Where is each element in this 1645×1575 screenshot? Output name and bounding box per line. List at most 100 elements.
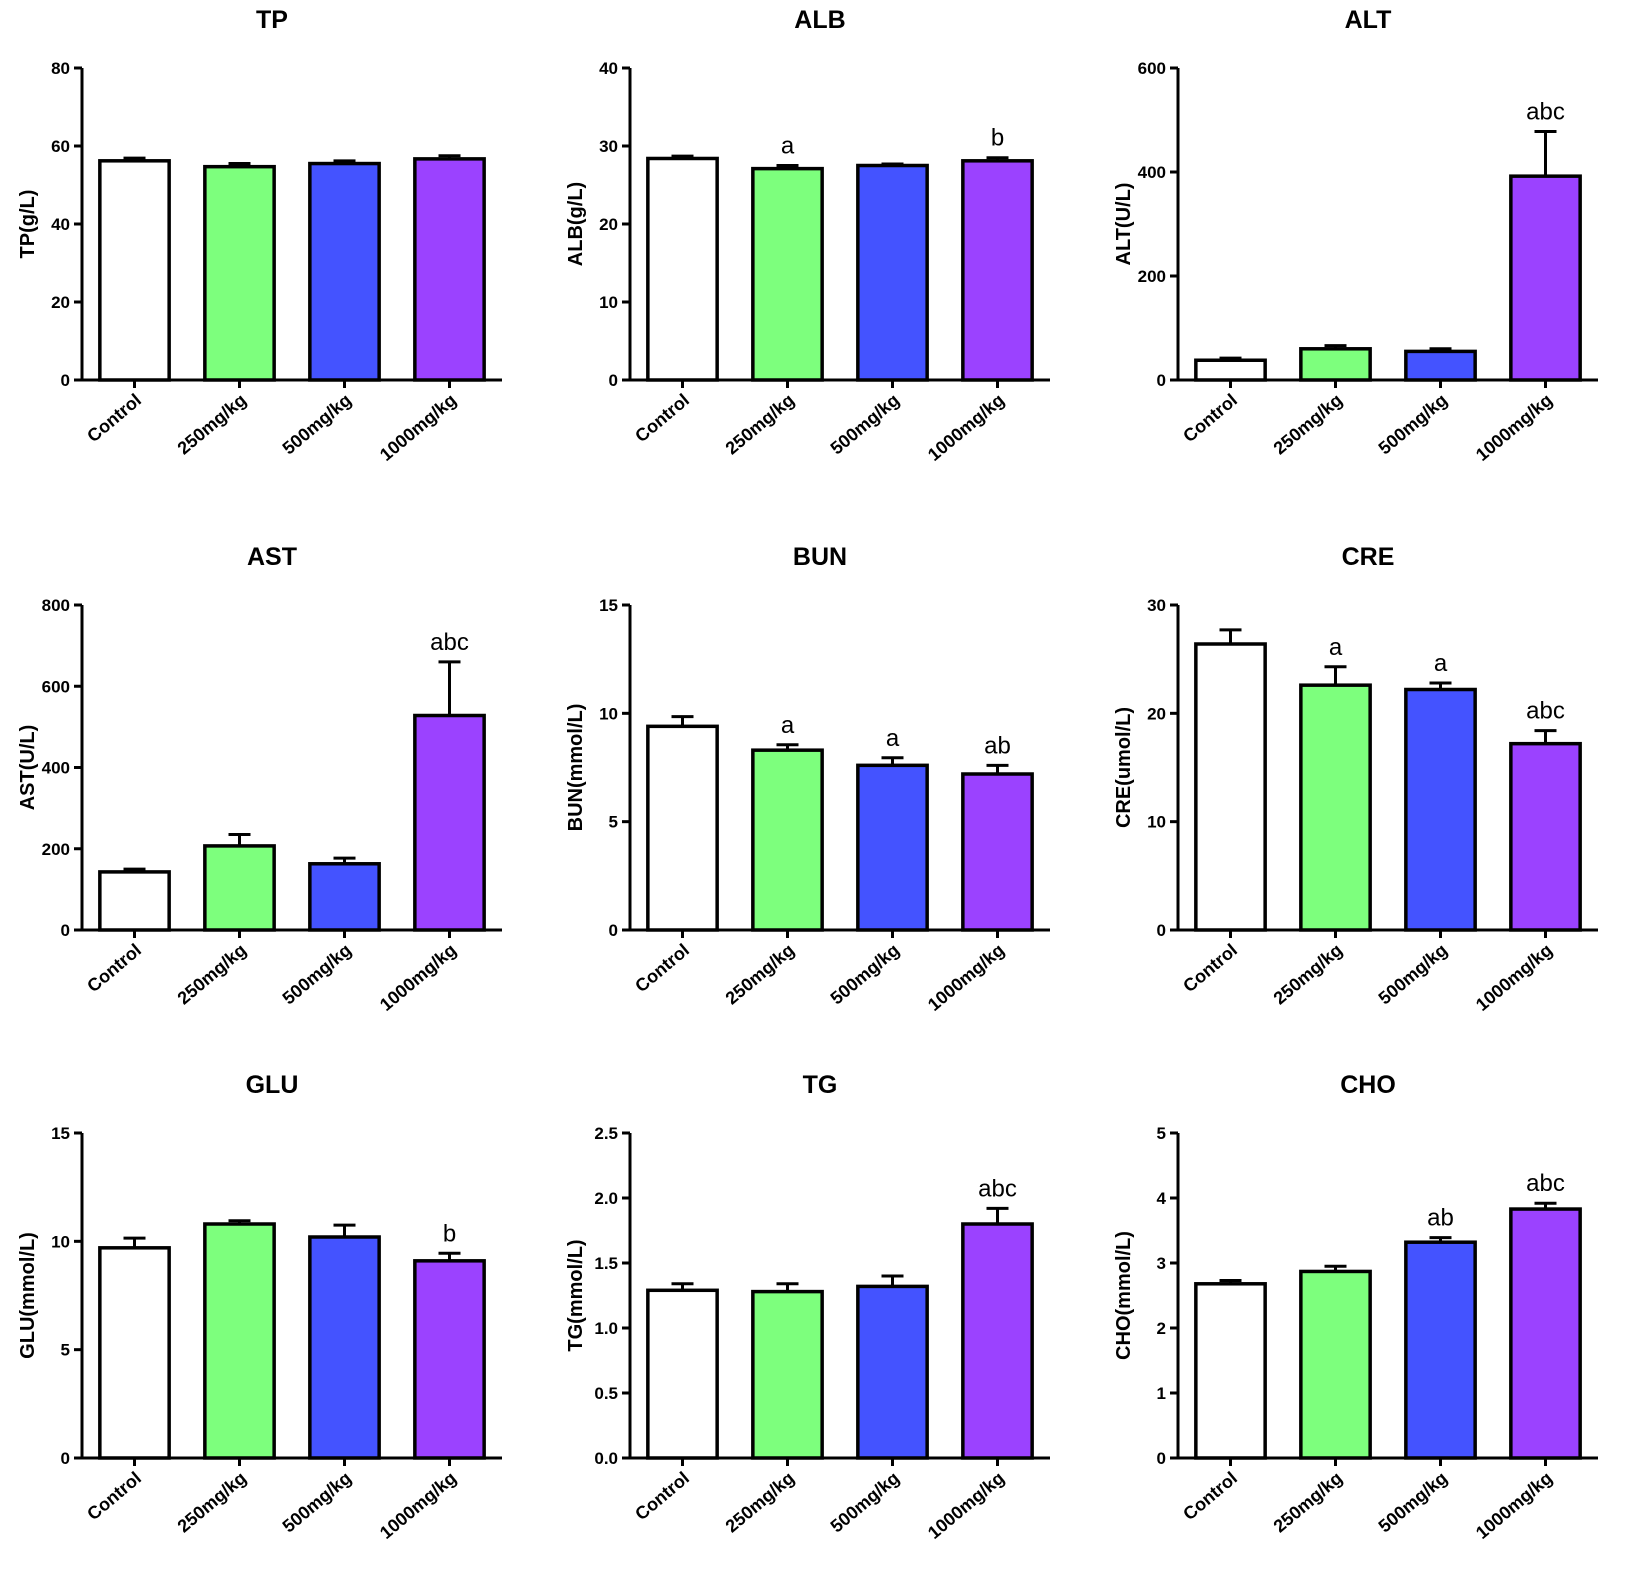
bar-250mg-kg <box>1299 683 1372 932</box>
x-tick-label: 500mg/kg <box>827 390 903 459</box>
panel-alt: ALT ALT(U/L) 0 200 400 600 Control 250mg/kg 500m… <box>1096 0 1645 530</box>
y-tick-label: 5 <box>609 813 618 832</box>
y-tick-label: 30 <box>1147 596 1166 615</box>
x-tick-label: 1000mg/kg <box>376 390 460 465</box>
x-tick-label: 500mg/kg <box>1375 940 1451 1009</box>
x-tick-label: 250mg/kg <box>722 1468 798 1537</box>
x-tick-label: 500mg/kg <box>1375 1468 1451 1537</box>
bar-control <box>1194 358 1267 382</box>
x-tick-label: Control <box>83 940 145 996</box>
x-tick-label: 250mg/kg <box>722 940 798 1009</box>
bar-500mg-kg <box>856 1284 929 1460</box>
chart-title: CRE <box>1342 543 1395 571</box>
significance-label: a <box>1434 650 1448 677</box>
bar-500mg-kg <box>1404 687 1477 932</box>
bar-1000mg-kg <box>413 1259 486 1460</box>
bar-500mg-kg <box>856 163 929 382</box>
y-axis-label: CRE(umol/L) <box>1113 707 1135 828</box>
bar-250mg-kg <box>203 164 276 382</box>
y-tick-label: 0 <box>61 371 70 390</box>
bar-500mg-kg <box>308 1235 381 1460</box>
bar-500mg-kg <box>1404 349 1477 382</box>
panel-cre: CRE CRE(umol/L) 0 10 20 30 Control 250mg/kg a 500… <box>1096 530 1645 1055</box>
bar-500mg-kg <box>856 763 929 932</box>
y-tick-label: 1.0 <box>594 1319 618 1338</box>
significance-label: ab <box>1427 1205 1454 1232</box>
x-tick-label: 500mg/kg <box>827 940 903 1009</box>
y-tick-label: 60 <box>51 137 70 156</box>
panel-ast: AST AST(U/L) 0 200 400 600 800 Control 250mg/kg 5… <box>0 530 548 1055</box>
chart-title: TP <box>256 6 288 34</box>
bar-1000mg-kg <box>961 1222 1034 1460</box>
bar-250mg-kg <box>203 844 276 932</box>
panel-bun: BUN BUN(mmol/L) 0 5 10 15 Control 250mg/kg a 500m… <box>548 530 1096 1055</box>
significance-label: a <box>781 712 795 739</box>
bar-control <box>646 156 719 382</box>
bar-control <box>646 724 719 932</box>
y-tick-label: 0.5 <box>594 1384 618 1403</box>
bar-250mg-kg <box>203 1222 276 1460</box>
x-tick-label: 1000mg/kg <box>376 940 460 1015</box>
x-tick-label: 250mg/kg <box>1270 390 1346 459</box>
y-tick-label: 1.5 <box>594 1254 618 1273</box>
bar-500mg-kg <box>308 161 381 382</box>
x-tick-label: 500mg/kg <box>279 1468 355 1537</box>
x-tick-label: Control <box>1179 1468 1241 1524</box>
bar-1000mg-kg <box>1509 174 1582 382</box>
x-tick-label: 250mg/kg <box>1270 1468 1346 1537</box>
significance-label: abc <box>1526 698 1565 725</box>
chart-ast: AST AST(U/L) 0 200 400 600 800 Control 250mg/kg 5… <box>17 543 502 1015</box>
y-tick-label: 0.0 <box>594 1449 618 1468</box>
bar-1000mg-kg <box>413 713 486 932</box>
bar-500mg-kg <box>308 862 381 932</box>
bar-1000mg-kg <box>1509 1207 1582 1460</box>
significance-label: abc <box>1526 1170 1565 1197</box>
x-tick-label: Control <box>631 940 693 996</box>
chart-title: ALT <box>1345 6 1392 34</box>
x-tick-label: 1000mg/kg <box>924 1468 1008 1543</box>
bar-1000mg-kg <box>961 772 1034 932</box>
x-tick-label: 1000mg/kg <box>924 390 1008 465</box>
y-tick-label: 4 <box>1157 1189 1167 1208</box>
y-tick-label: 800 <box>42 596 70 615</box>
chart-title: CHO <box>1340 1071 1396 1099</box>
y-tick-label: 0 <box>61 1449 70 1468</box>
y-axis-label: ALB(g/L) <box>565 182 587 266</box>
x-tick-label: 500mg/kg <box>1375 390 1451 459</box>
y-tick-label: 20 <box>51 293 70 312</box>
y-tick-label: 15 <box>51 1124 70 1143</box>
x-tick-label: 250mg/kg <box>174 390 250 459</box>
significance-label: a <box>1329 634 1343 661</box>
chart-title: BUN <box>793 543 847 571</box>
significance-label: b <box>443 1220 456 1247</box>
y-axis-label: GLU(mmol/L) <box>17 1232 39 1359</box>
x-tick-label: Control <box>83 1468 145 1524</box>
significance-label: abc <box>978 1175 1017 1202</box>
x-tick-label: 250mg/kg <box>1270 940 1346 1009</box>
y-tick-label: 10 <box>599 704 618 723</box>
bar-control <box>98 159 171 382</box>
bar-250mg-kg <box>751 166 824 382</box>
x-tick-label: 500mg/kg <box>827 1468 903 1537</box>
y-tick-label: 5 <box>61 1341 70 1360</box>
x-tick-label: 250mg/kg <box>174 1468 250 1537</box>
chart-title: TG <box>803 1071 838 1099</box>
chart-cre: CRE CRE(umol/L) 0 10 20 30 Control 250mg/kg a 500… <box>1113 543 1598 1015</box>
y-tick-label: 3 <box>1157 1254 1166 1273</box>
y-tick-label: 40 <box>51 215 70 234</box>
bar-250mg-kg <box>751 1289 824 1460</box>
y-tick-label: 40 <box>599 59 618 78</box>
y-tick-label: 0 <box>1157 1449 1166 1468</box>
y-tick-label: 15 <box>599 596 618 615</box>
chart-title: ALB <box>794 6 845 34</box>
y-tick-label: 1 <box>1157 1384 1166 1403</box>
y-tick-label: 200 <box>1138 267 1166 286</box>
y-tick-label: 600 <box>1138 59 1166 78</box>
x-tick-label: Control <box>1179 940 1241 996</box>
y-axis-label: ALT(U/L) <box>1113 183 1135 266</box>
x-tick-label: 1000mg/kg <box>376 1468 460 1543</box>
bar-250mg-kg <box>1299 347 1372 382</box>
chart-alb: ALB ALB(g/L) 0 10 20 30 40 Control 250mg/kg a 500m… <box>565 6 1050 465</box>
x-tick-label: 1000mg/kg <box>924 940 1008 1015</box>
x-tick-label: 500mg/kg <box>279 940 355 1009</box>
